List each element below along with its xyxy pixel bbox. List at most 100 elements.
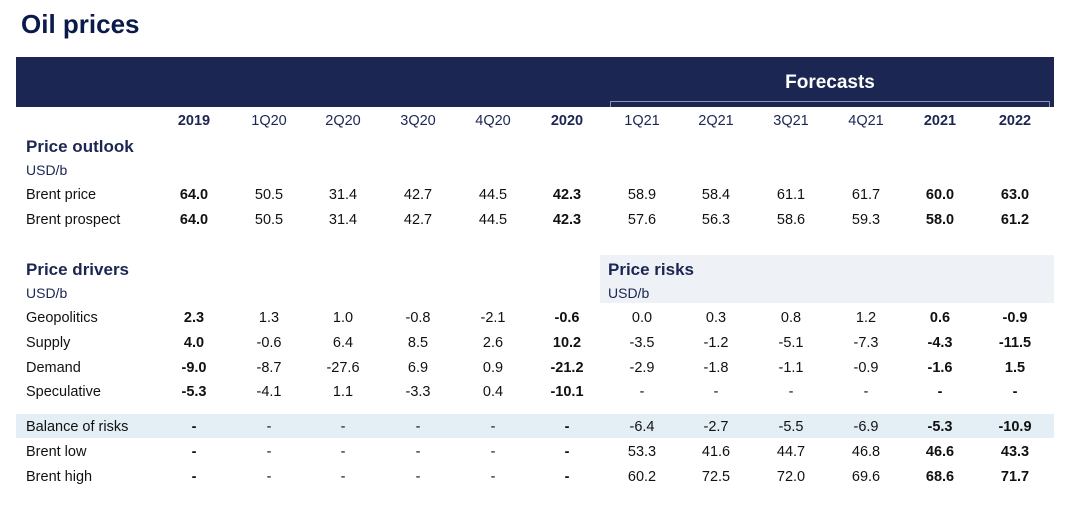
table-cell: 42.3 (552, 187, 582, 203)
table-cell: -2.1 (480, 310, 506, 326)
table-cell: 1.1 (332, 384, 354, 400)
row-label: Speculative (26, 384, 101, 400)
table-cell: 59.3 (851, 212, 881, 228)
table-cell: 6.4 (332, 335, 354, 351)
table-cell: - (415, 419, 421, 435)
table-cell: -1.1 (778, 360, 804, 376)
row-label: Supply (26, 335, 71, 351)
table-cell: - (490, 444, 496, 460)
table-cell: -27.6 (326, 360, 360, 376)
table-cell: -3.3 (405, 384, 431, 400)
table-cell: -1.8 (703, 360, 729, 376)
table-cell: - (490, 419, 496, 435)
table-cell: 61.1 (776, 187, 806, 203)
table-cell: 58.6 (776, 212, 806, 228)
price-drivers-title: Price drivers (26, 260, 130, 279)
table-cell: 58.9 (627, 187, 657, 203)
table-cell: -21.2 (550, 360, 584, 376)
column-header: 2Q20 (325, 113, 361, 129)
table-cell: -6.9 (853, 419, 879, 435)
table-cell: - (490, 469, 496, 485)
price-risks-title: Price risks (608, 260, 695, 279)
row-label: Brent price (26, 187, 97, 203)
table-cell: -0.9 (1002, 310, 1028, 326)
table-cell: - (266, 444, 272, 460)
table-cell: 0.9 (482, 360, 504, 376)
table-cell: - (266, 469, 272, 485)
column-header: 1Q21 (624, 113, 660, 129)
table-cell: 44.5 (478, 212, 508, 228)
column-header: 2020 (550, 113, 584, 129)
table-cell: 1.2 (855, 310, 877, 326)
table-cell: 4.0 (183, 335, 205, 351)
table-cell: - (340, 444, 346, 460)
table-cell: 60.0 (925, 187, 955, 203)
table-cell: - (266, 419, 272, 435)
table-cell: 64.0 (179, 187, 209, 203)
table-cell: 42.7 (403, 187, 433, 203)
table-cell: 0.3 (705, 310, 727, 326)
table-cell: 0.6 (929, 310, 951, 326)
table-cell: 69.6 (851, 469, 881, 485)
table-cell: -7.3 (853, 335, 879, 351)
table-cell: -8.7 (256, 360, 282, 376)
table-cell: -10.1 (550, 384, 584, 400)
column-header: 2022 (998, 113, 1032, 129)
table-cell: 63.0 (1000, 187, 1030, 203)
table-cell: 31.4 (328, 212, 358, 228)
table-cell: 43.3 (1000, 444, 1030, 460)
table-cell: -0.6 (554, 310, 580, 326)
table-cell: 58.4 (701, 187, 731, 203)
column-header: 2019 (177, 113, 211, 129)
column-header: 3Q20 (400, 113, 436, 129)
table-cell: 31.4 (328, 187, 358, 203)
table-cell: -5.3 (927, 419, 953, 435)
price-outlook-unit: USD/b (26, 162, 68, 178)
table-cell: 1.0 (332, 310, 354, 326)
table-cell: 61.7 (851, 187, 881, 203)
table-cell: 1.3 (258, 310, 280, 326)
table-cell: 44.5 (478, 187, 508, 203)
table-cell: 10.2 (552, 335, 582, 351)
forecasts-bracket (610, 101, 1050, 107)
price-risks-unit: USD/b (608, 285, 650, 301)
table-cell: 2.3 (183, 310, 205, 326)
table-cell: 0.4 (482, 384, 504, 400)
table-cell: 44.7 (776, 444, 806, 460)
table-cell: - (564, 419, 570, 435)
table-cell: 42.7 (403, 212, 433, 228)
table-cell: - (639, 384, 645, 400)
table-cell: -10.9 (998, 419, 1032, 435)
table-cell: - (191, 469, 197, 485)
table-cell: 6.9 (407, 360, 429, 376)
row-label: Brent high (26, 469, 93, 485)
table-cell: -0.8 (405, 310, 431, 326)
table-cell: 56.3 (701, 212, 731, 228)
table-cell: -5.5 (778, 419, 804, 435)
column-header: 4Q20 (475, 113, 511, 129)
table-cell: - (564, 469, 570, 485)
column-header: 2021 (923, 113, 957, 129)
table-cell: -2.9 (629, 360, 655, 376)
table-cell: -4.3 (927, 335, 953, 351)
table-cell: - (937, 384, 943, 400)
table-cell: -6.4 (629, 419, 655, 435)
table-cell: -5.1 (778, 335, 804, 351)
table-cell: 72.0 (776, 469, 806, 485)
table-cell: -0.9 (853, 360, 879, 376)
table-cell: -5.3 (181, 384, 207, 400)
table-cell: -11.5 (998, 335, 1032, 351)
table-cell: 42.3 (552, 212, 582, 228)
table-cell: 71.7 (1000, 469, 1030, 485)
table-cell: -4.1 (256, 384, 282, 400)
table-cell: 0.0 (631, 310, 653, 326)
page-title: Oil prices (21, 9, 140, 39)
table-cell: 72.5 (701, 469, 731, 485)
table-cell: 1.5 (1004, 360, 1026, 376)
forecasts-label: Forecasts (785, 72, 875, 93)
table-cell: 8.5 (407, 335, 429, 351)
row-label: Brent low (26, 444, 87, 460)
table-cell: 46.8 (851, 444, 881, 460)
table-cell: - (340, 419, 346, 435)
table-cell: - (564, 444, 570, 460)
